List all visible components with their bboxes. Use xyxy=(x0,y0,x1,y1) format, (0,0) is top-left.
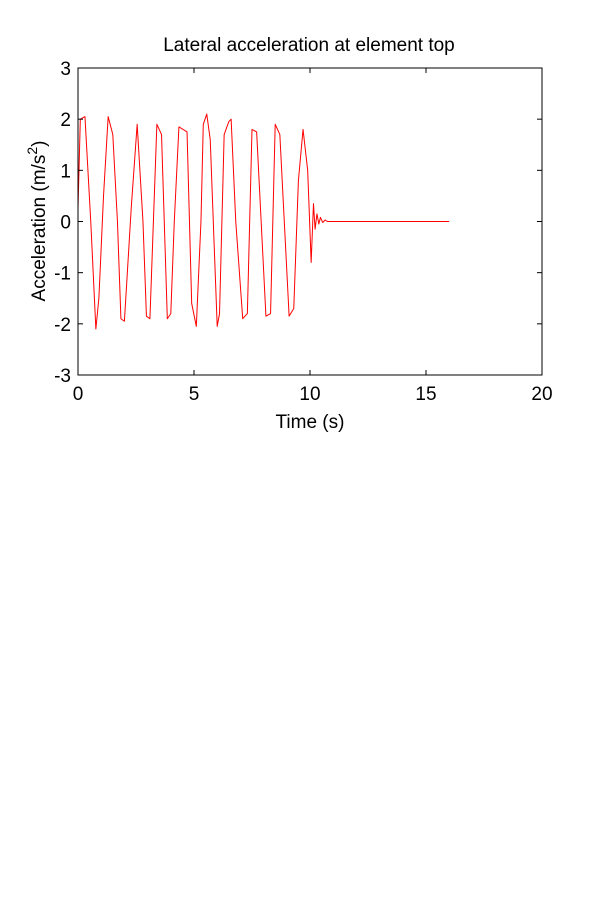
series-line-0 xyxy=(77,113,450,330)
y-tick-label-6: 3 xyxy=(60,59,71,80)
x-tick-label-3: 15 xyxy=(415,384,436,405)
y-tick-label-5: 2 xyxy=(60,110,71,131)
y-tick-label-1: -2 xyxy=(54,315,71,336)
axis-ticks: 0 5 10 15 20 -3 -2 -1 0 1 2 3 xyxy=(54,59,552,405)
y-axis-title-superscript: 2 xyxy=(24,147,40,155)
x-tick-label-1: 5 xyxy=(189,384,200,405)
y-axis-title-main: Acceleration (m/s xyxy=(29,155,50,302)
plot-area xyxy=(77,113,450,330)
y-tick-label-3: 0 xyxy=(60,213,71,234)
y-tick-label-4: 1 xyxy=(60,161,71,182)
x-tick-label-4: 20 xyxy=(531,384,552,405)
y-axis-title: Acceleration (m/s2) xyxy=(24,141,50,302)
y-tick-label-2: -1 xyxy=(54,264,71,285)
x-tick-label-2: 10 xyxy=(299,384,320,405)
x-tick-label-0: 0 xyxy=(73,384,84,405)
y-tick-label-0: -3 xyxy=(54,366,71,387)
x-axis-title: Time (s) xyxy=(276,412,345,433)
y-axis-title-close: ) xyxy=(29,141,50,147)
chart-title: Lateral acceleration at element top xyxy=(163,35,455,56)
